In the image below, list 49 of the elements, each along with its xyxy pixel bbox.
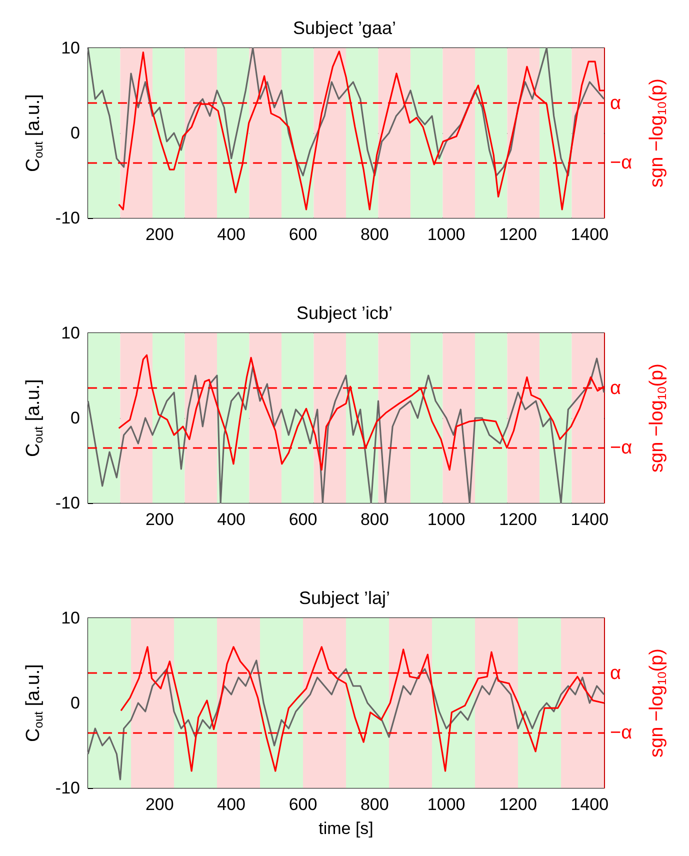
ref-line-label: −α bbox=[610, 437, 632, 458]
y-tick-label: -10 bbox=[55, 778, 80, 798]
x-tick-label: 400 bbox=[217, 795, 246, 814]
x-tick-label: 200 bbox=[145, 225, 174, 244]
y-tick-label: 10 bbox=[61, 608, 80, 628]
ref-line-label: −α bbox=[610, 722, 632, 744]
line-series bbox=[87, 660, 605, 780]
x-tick-label: 1000 bbox=[427, 795, 466, 814]
y-axis-title: Cout [a.u.] bbox=[23, 379, 46, 457]
x-tick-label: 400 bbox=[217, 225, 246, 244]
x-tick-label: 1000 bbox=[427, 510, 466, 529]
ref-line-label: α bbox=[610, 92, 621, 114]
x-tick-label: 1200 bbox=[499, 510, 537, 529]
x-tick-label: 1400 bbox=[570, 795, 609, 814]
x-tick-label: 200 bbox=[145, 510, 174, 529]
y-tick-label: -10 bbox=[55, 494, 80, 512]
x-tick-label: 1200 bbox=[499, 795, 537, 814]
x-tick-label: 800 bbox=[360, 510, 389, 529]
x-tick-label: 600 bbox=[288, 510, 318, 529]
ref-line-label: −α bbox=[610, 152, 632, 174]
y-axis-title: Cout [a.u.] bbox=[23, 664, 46, 742]
y-axis-title: Cout [a.u.] bbox=[23, 94, 46, 172]
x-axis-title: time [s] bbox=[318, 819, 374, 838]
x-tick-label: 800 bbox=[360, 225, 389, 244]
line-series bbox=[87, 47, 605, 176]
x-tick-label: 1400 bbox=[570, 225, 609, 244]
y2-axis-title: sgn −log10(p) bbox=[646, 78, 669, 188]
y-tick-label: 10 bbox=[61, 38, 80, 58]
chart-title: Subject ’icb’ bbox=[296, 303, 393, 323]
chart-title: Subject ’laj’ bbox=[298, 588, 390, 608]
y-tick-label: 0 bbox=[70, 124, 80, 142]
chart-title: Subject ’gaa’ bbox=[292, 18, 396, 38]
y-tick-label: 0 bbox=[70, 694, 80, 712]
ref-line-label: α bbox=[610, 662, 621, 684]
x-tick-label: 200 bbox=[145, 795, 174, 814]
y-tick-label: -10 bbox=[55, 208, 80, 228]
y2-axis-title: sgn −log10(p) bbox=[646, 364, 669, 472]
x-tick-label: 1400 bbox=[570, 510, 609, 529]
x-tick-label: 400 bbox=[217, 510, 246, 529]
y2-axis-title: sgn −log10(p) bbox=[646, 648, 669, 758]
x-tick-label: 800 bbox=[360, 795, 389, 814]
y-tick-label: 0 bbox=[70, 408, 80, 428]
y-tick-label: 10 bbox=[61, 324, 80, 342]
x-tick-label: 600 bbox=[288, 795, 318, 814]
ref-line-label: α bbox=[610, 378, 621, 399]
x-tick-label: 600 bbox=[288, 225, 318, 244]
line-series bbox=[87, 358, 605, 504]
x-tick-label: 1000 bbox=[427, 225, 466, 244]
x-tick-label: 1200 bbox=[499, 225, 537, 244]
